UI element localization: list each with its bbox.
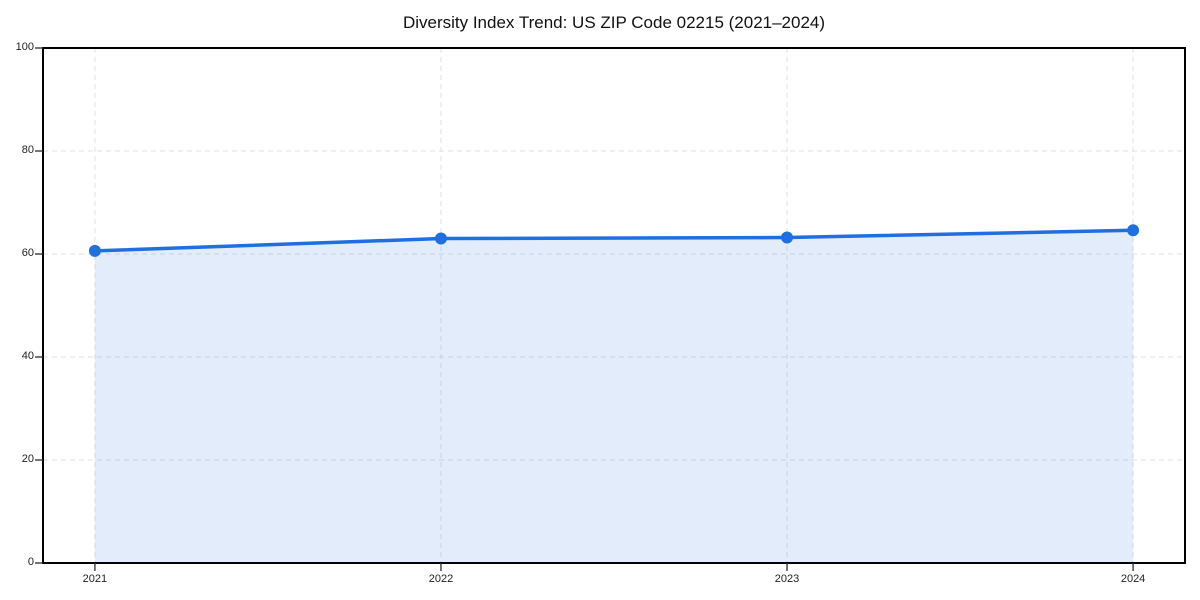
y-axis-tick-label: 0 [27,556,34,568]
y-axis-tick-label: 40 [21,350,34,362]
series-line [93,228,1135,253]
x-axis-tick-label: 2024 [1120,573,1146,585]
y-axis-tick-label: 100 [15,41,34,53]
chart-title: Diversity Index Trend: US ZIP Code 02215… [402,13,826,32]
x-axis-tick-label: 2023 [774,573,800,585]
x-axis-tick-label: 2021 [82,573,108,585]
data-point-marker [88,244,101,257]
x-axis-tick-label: 2022 [428,573,454,585]
y-axis-tick-label: 20 [21,453,34,465]
data-point-marker [434,232,447,245]
series-area-fill [94,230,1134,563]
y-axis-tick-label: 80 [21,144,34,156]
plot-frame [42,47,1186,564]
data-point-marker [1127,224,1140,237]
data-point-marker [781,231,794,244]
y-axis-tick-label: 60 [21,247,34,259]
